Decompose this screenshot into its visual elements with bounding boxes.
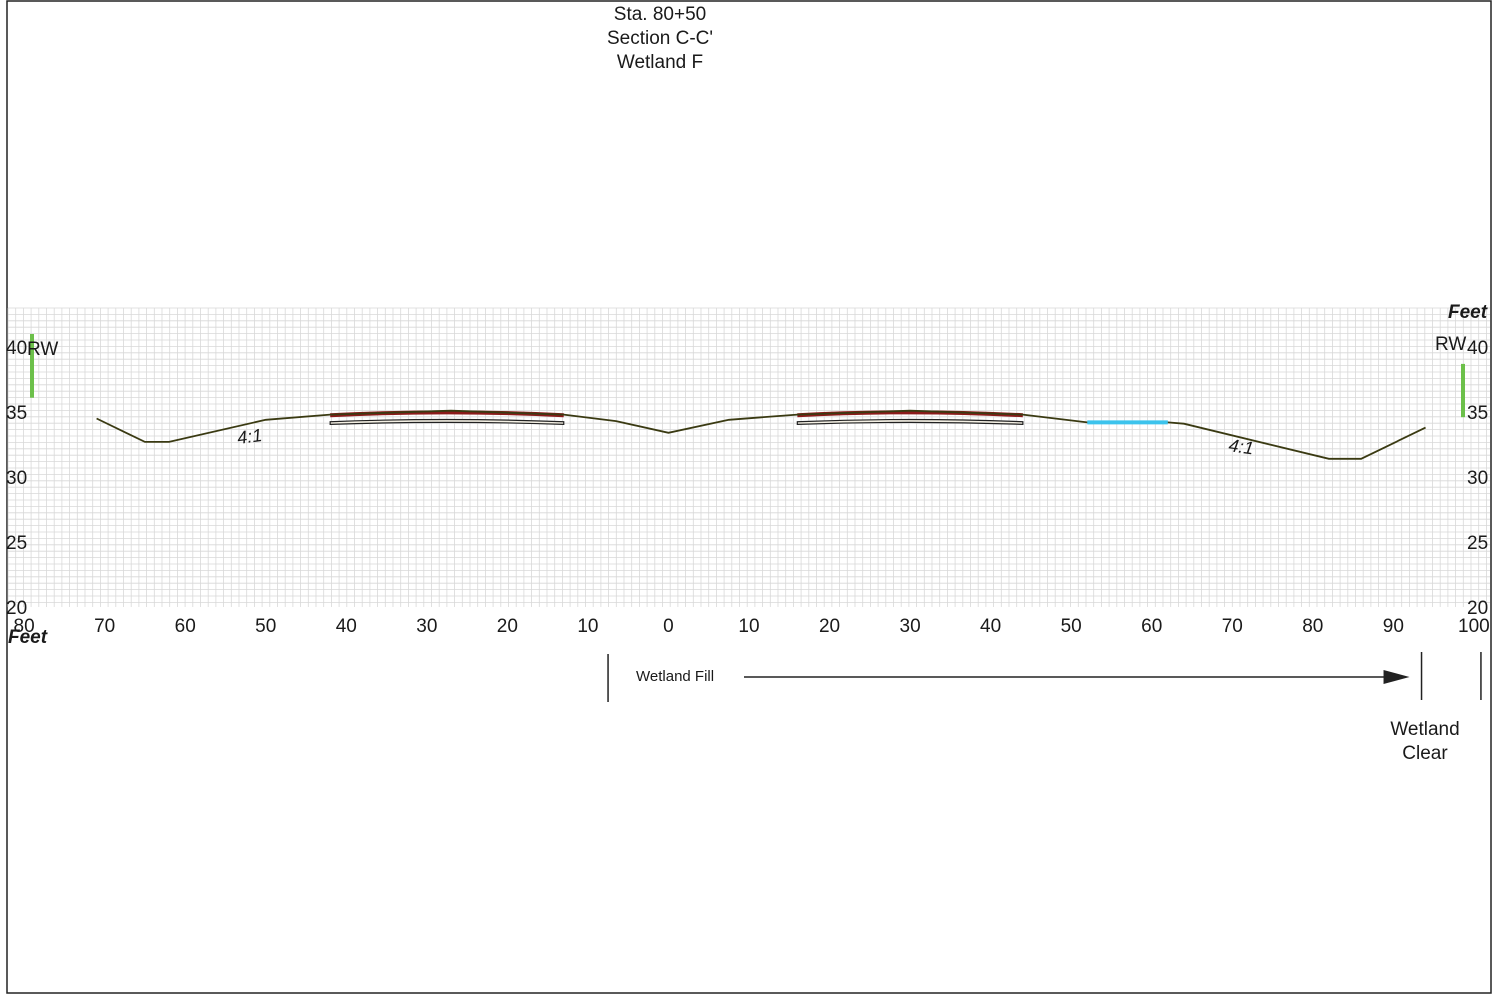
- title-block: Sta. 80+50 Section C-C' Wetland F: [607, 4, 713, 73]
- y-ticks-right: 40 35 30 25 20: [1467, 338, 1488, 619]
- y-unit-label: Feet: [1448, 302, 1488, 323]
- x-ticks-left: 80 70 60 50 40 30 20 10: [14, 616, 599, 637]
- x-tick-label: 50: [255, 616, 276, 637]
- wetland-clear-callout: Wetland Clear: [1390, 652, 1482, 764]
- x-tick-label: 20: [819, 616, 840, 637]
- x-tick-label: 40: [336, 616, 357, 637]
- x-tick-label: 50: [1061, 616, 1082, 637]
- arrowhead-icon: [1383, 670, 1410, 684]
- y-tick-label: 35: [6, 403, 27, 424]
- slope-right-label: 4:1: [1227, 435, 1255, 458]
- sheet-border: [6, 0, 1492, 994]
- y-tick-label: 30: [6, 468, 27, 489]
- x-axis-labels: 80 70 60 50 40 30 20 10 0 10 20 30 40 50 60 70 80 90 100 …: [8, 616, 1490, 648]
- station-label: Sta. 80+50: [614, 4, 706, 25]
- y-tick-label: 25: [1467, 533, 1488, 554]
- pavement-base: [329, 418, 565, 425]
- wetland-name: Wetland F: [617, 52, 703, 73]
- x-tick-label: 30: [900, 616, 921, 637]
- y-tick-label: 25: [6, 533, 27, 554]
- x-tick-label: 10: [577, 616, 598, 637]
- wetland-fill-label: Wetland Fill: [636, 668, 714, 685]
- x-tick-label: 20: [497, 616, 518, 637]
- wetland-fill-callout: Wetland Fill: [607, 652, 1423, 702]
- y-tick-label: 35: [1467, 403, 1488, 424]
- x-tick-label: 80: [14, 616, 35, 637]
- y-tick-label: 20: [6, 598, 27, 619]
- y-tick-label: 40: [1467, 338, 1488, 359]
- x-tick-label: 70: [94, 616, 115, 637]
- y-ticks-left: 40 35 30 25 20: [6, 338, 27, 619]
- x-ticks-right: 0 10 20 30 40 50 60 70 80 90 100: [663, 616, 1490, 637]
- x-unit-label: Feet: [8, 627, 48, 648]
- x-tick-label: 30: [416, 616, 437, 637]
- section-label: Section C-C': [607, 28, 713, 49]
- x-tick-label: 10: [738, 616, 759, 637]
- ground-profile-line: [96, 409, 1426, 460]
- pavement-layers: [329, 410, 1024, 425]
- slope-left-label: 4:1: [236, 425, 263, 448]
- y-tick-label: 40: [6, 338, 27, 359]
- wetland-clear-label-line2: Clear: [1402, 743, 1448, 764]
- y-tick-label: 30: [1467, 468, 1488, 489]
- grid: [7, 307, 1490, 607]
- x-tick-label: 80: [1302, 616, 1323, 637]
- right-of-way-left-label: RW: [27, 339, 58, 360]
- pavement-base: [796, 418, 1024, 425]
- wetland-clear-label-line1: Wetland: [1390, 719, 1459, 740]
- x-tick-label: 60: [175, 616, 196, 637]
- right-of-way-right-label: RW: [1435, 334, 1466, 355]
- x-tick-label: 90: [1383, 616, 1404, 637]
- x-tick-label: 60: [1141, 616, 1162, 637]
- x-tick-label: 40: [980, 616, 1001, 637]
- x-tick-label: 70: [1222, 616, 1243, 637]
- x-tick-label: 100: [1458, 616, 1490, 637]
- y-axis-labels: 40 35 30 25 20 40 35 30 25 20 Feet: [6, 302, 1488, 619]
- y-tick-label: 20: [1467, 598, 1488, 619]
- x-tick-label: 0: [663, 616, 674, 637]
